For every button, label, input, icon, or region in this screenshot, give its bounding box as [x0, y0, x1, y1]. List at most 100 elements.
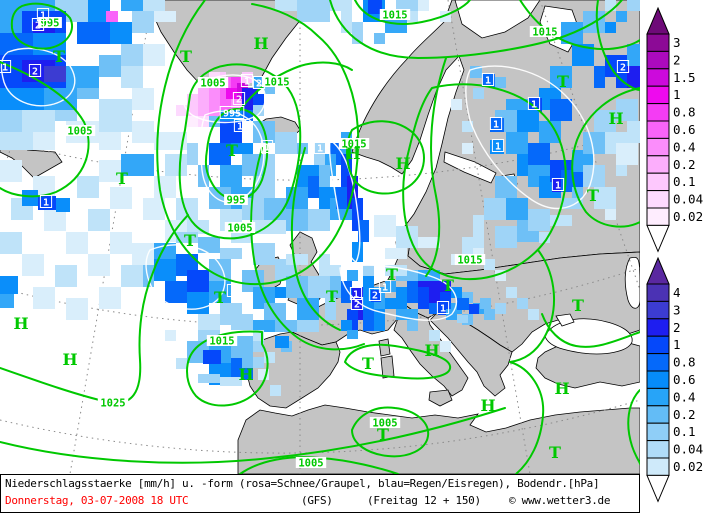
precip-cell — [495, 270, 506, 281]
precip-cell — [22, 254, 44, 276]
low-pressure-center: T — [442, 276, 454, 295]
precip-cell — [336, 187, 347, 209]
precip-amount-label: 1 — [493, 120, 499, 131]
precip-cell — [253, 176, 275, 198]
precip-amount-label: 1 — [531, 100, 537, 111]
precip-cell — [495, 303, 506, 314]
precip-cell — [583, 165, 605, 187]
precip-cell — [308, 276, 330, 298]
pressure-label-bg — [338, 138, 370, 149]
precip-amount-label: 1 — [40, 11, 46, 22]
pressure-label: 1005 — [227, 223, 252, 235]
precip-cell — [286, 209, 308, 231]
rain-scale-value: 3 — [673, 302, 681, 317]
rain-scale-box — [646, 300, 670, 320]
rain-scale-value: 0.02 — [673, 459, 703, 474]
precip-cell — [209, 143, 231, 165]
precip-cell — [0, 33, 33, 55]
precip-cell — [374, 309, 385, 331]
pressure-label: 1015 — [457, 255, 482, 267]
land-corsica — [378, 338, 391, 357]
caption-credit: © www.wetter3.de — [509, 494, 611, 507]
low-pressure-center: T — [557, 72, 569, 91]
precip-cell — [121, 44, 143, 66]
precip-cell — [482, 74, 495, 87]
precip-cell — [22, 190, 38, 206]
precip-cell — [275, 320, 297, 332]
precip-amount-label: 995 — [223, 109, 241, 120]
snow-scale-value: 0.2 — [673, 157, 696, 172]
caption-date: Donnerstag, 03-07-2008 18 UTC — [5, 494, 189, 507]
precip-cell — [440, 341, 451, 352]
precip-cell — [550, 99, 572, 121]
rain-scale-value: 0.1 — [673, 424, 696, 439]
pressure-label-bg — [261, 76, 293, 87]
rain-scale-value: 4 — [673, 285, 681, 300]
isobar-line — [329, 0, 623, 59]
precip-amount-box — [616, 60, 630, 73]
precip-cell — [363, 265, 374, 276]
pressure-label: 1015 — [532, 27, 557, 39]
rain-scale-box — [646, 353, 670, 372]
pressure-label-bg — [454, 254, 486, 265]
land-sardinia — [380, 355, 395, 379]
precip-cell — [165, 154, 187, 176]
precip-cell — [55, 265, 77, 287]
precip-cell — [347, 309, 358, 331]
precip-cell — [407, 11, 418, 22]
snow-scale-box — [646, 33, 670, 52]
precip-cell — [220, 165, 242, 187]
precip-cell — [242, 110, 253, 121]
precip-cell — [539, 232, 550, 243]
low-pressure-center: T — [587, 186, 599, 205]
snow-graupel-scale: 3 2 1.5 1 0.8 0.6 0.4 0.2 0.1 0.04 0.02 — [644, 4, 704, 256]
precip-cell — [176, 232, 198, 243]
isobar-line — [519, 0, 641, 50]
precip-cell — [88, 209, 110, 231]
rain-scale-value: 0.2 — [673, 407, 696, 422]
snow-scale-value: 0.1 — [673, 174, 696, 189]
rain-scale-value: 0.4 — [673, 389, 696, 404]
precip-amount-box — [527, 97, 541, 110]
precip-cell — [253, 243, 275, 265]
precip-cell — [341, 320, 352, 331]
precip-amount-label: 1 — [264, 143, 270, 154]
precip-cell — [198, 374, 220, 383]
precip-cell — [209, 259, 231, 281]
snow-scale-arrow-top — [646, 6, 670, 35]
precip-cell — [231, 143, 253, 154]
precip-cell — [473, 215, 484, 237]
sea-caspian-edge — [624, 257, 641, 309]
precip-cell — [176, 358, 187, 369]
precip-cell — [253, 330, 264, 341]
pressure-label-bg — [529, 26, 561, 37]
precip-cell — [341, 281, 352, 303]
land-balkans — [429, 311, 513, 397]
precip-cell — [132, 121, 154, 143]
precip-cell — [121, 66, 143, 88]
isobar-line — [204, 108, 269, 201]
precip-amount-label: 2 — [354, 300, 360, 311]
precip-cell — [110, 232, 132, 254]
sea-black-sea — [544, 318, 633, 355]
pressure-label-bg — [64, 125, 96, 136]
low-pressure-center: T — [377, 425, 389, 444]
precip-cell — [165, 330, 176, 341]
precip-cell — [0, 110, 22, 132]
precip-amount-label: 2 — [236, 95, 242, 106]
precip-cell — [352, 242, 363, 262]
precip-amount-box — [260, 140, 274, 153]
precip-cell — [220, 121, 242, 143]
rain-scale-box — [646, 405, 670, 424]
precip-amount-box — [481, 73, 495, 86]
precip-cell — [154, 132, 187, 150]
precip-cell — [44, 209, 66, 231]
precip-cell — [594, 110, 616, 132]
precip-cell — [275, 132, 297, 154]
precip-cell — [106, 11, 118, 23]
isobar-line — [344, 343, 452, 380]
precip-cell — [352, 22, 363, 44]
isobar-line — [290, 147, 341, 331]
precip-cell — [605, 0, 616, 11]
land-north-africa — [237, 404, 641, 475]
